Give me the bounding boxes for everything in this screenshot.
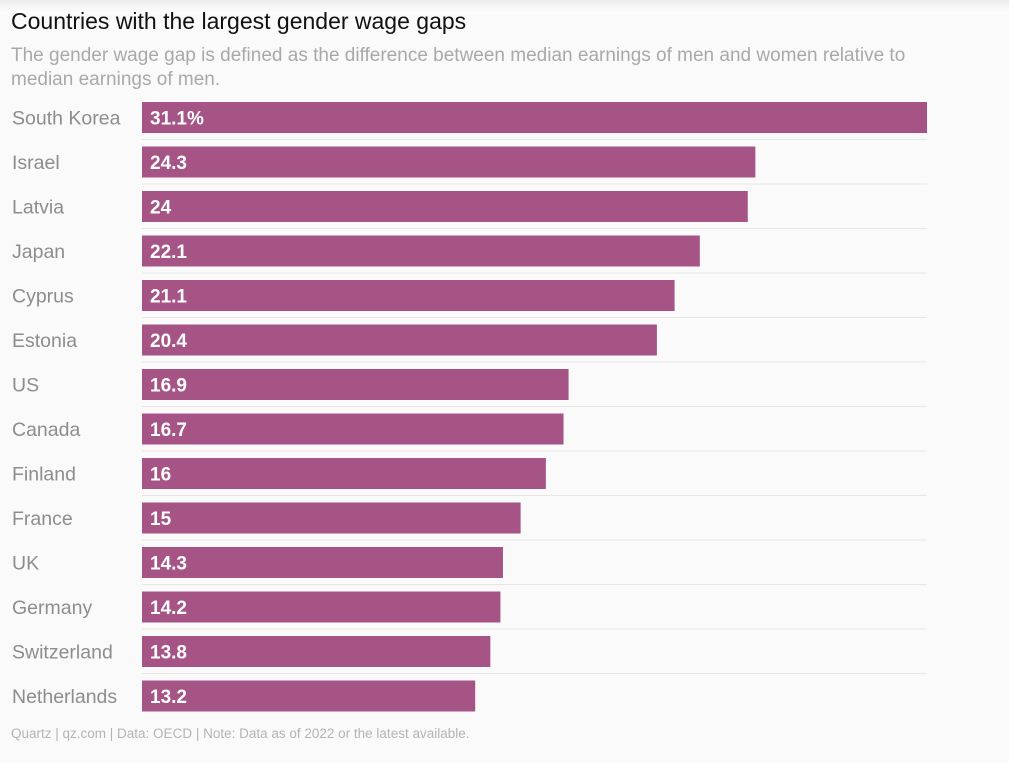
category-label-netherlands: Netherlands — [12, 686, 117, 708]
top-shadow — [0, 0, 1009, 14]
category-label-finland: Finland — [12, 464, 76, 486]
category-label-us: US — [12, 375, 39, 397]
bar-latvia — [142, 191, 748, 222]
bar-france — [142, 502, 521, 534]
value-label-uk: 14.3 — [150, 554, 187, 575]
value-label-france: 15 — [150, 509, 172, 530]
category-label-japan: Japan — [12, 241, 65, 263]
bar-cyprus — [142, 280, 675, 311]
category-label-switzerland: Switzerland — [12, 642, 113, 664]
category-label-france: France — [12, 508, 73, 530]
source-footer: Quartz | qz.com | Data: OECD | Note: Dat… — [11, 726, 470, 741]
bar-estonia — [142, 324, 657, 356]
bar-netherlands — [142, 680, 476, 712]
value-label-germany: 14.2 — [150, 598, 187, 619]
bar-finland — [142, 458, 546, 489]
bar-south-korea — [142, 102, 927, 133]
bar-germany — [142, 591, 501, 623]
value-label-japan: 22.1 — [150, 242, 187, 263]
bar-canada — [142, 413, 564, 445]
category-label-estonia: Estonia — [12, 330, 77, 352]
value-label-latvia: 24 — [150, 198, 172, 219]
category-label-canada: Canada — [12, 419, 80, 441]
category-label-latvia: Latvia — [12, 197, 64, 219]
value-label-canada: 16.7 — [150, 420, 187, 441]
chart-title: Countries with the largest gender wage g… — [11, 8, 467, 34]
category-label-uk: UK — [12, 553, 39, 575]
value-label-switzerland: 13.8 — [150, 643, 187, 664]
value-label-south-korea: 31.1% — [150, 109, 204, 130]
category-label-south-korea: South Korea — [12, 108, 121, 130]
value-label-finland: 16 — [150, 465, 171, 486]
value-label-israel: 24.3 — [150, 153, 187, 174]
bar-us — [142, 369, 569, 400]
bar-japan — [142, 235, 700, 267]
value-label-us: 16.9 — [150, 376, 187, 397]
value-label-netherlands: 13.2 — [150, 687, 187, 708]
value-label-estonia: 20.4 — [150, 331, 187, 352]
bar-uk — [142, 547, 503, 578]
category-label-israel: Israel — [12, 152, 60, 174]
chart-subtitle: The gender wage gap is defined as the di… — [11, 45, 906, 90]
bar-israel — [142, 146, 756, 178]
value-label-cyprus: 21.1 — [150, 287, 187, 308]
category-label-germany: Germany — [12, 597, 92, 619]
bar-switzerland — [142, 636, 491, 667]
category-label-cyprus: Cyprus — [12, 286, 74, 308]
